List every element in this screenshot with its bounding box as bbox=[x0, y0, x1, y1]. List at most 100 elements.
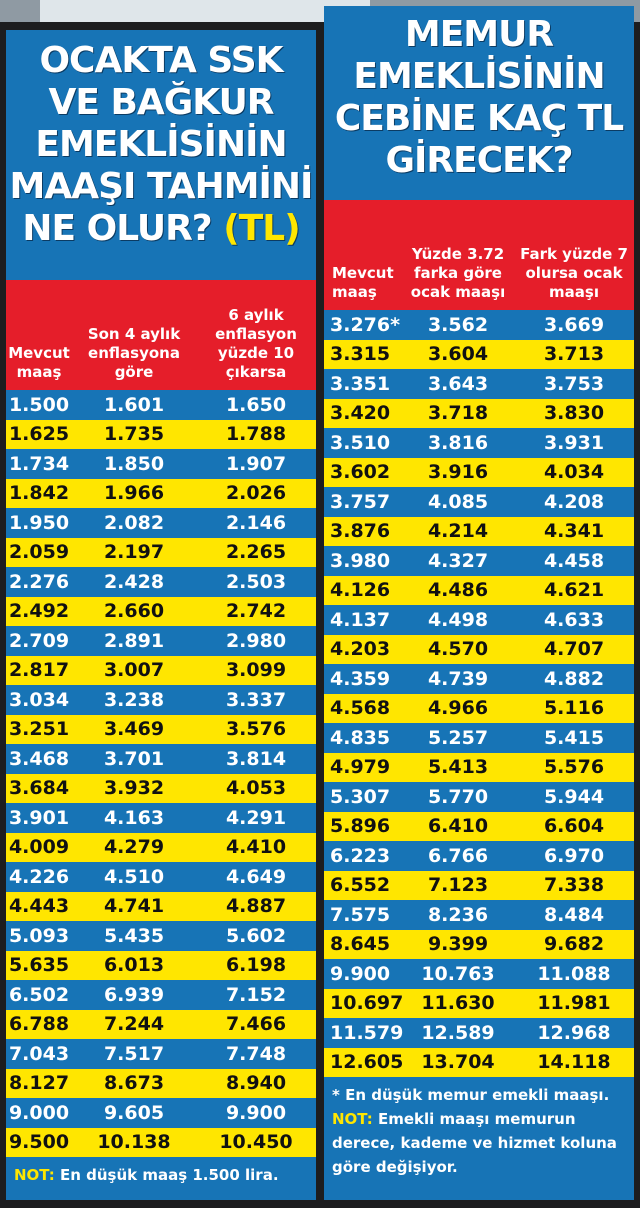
right-note: * En düşük memur emekli maaşı. NOT: Emek… bbox=[324, 1077, 634, 1185]
table-row: 8.645 9.399 9.682 bbox=[324, 929, 634, 959]
table-row: 4.137 4.498 4.633 bbox=[324, 605, 634, 635]
table-cell: 3.468 bbox=[8, 747, 70, 770]
table-cell: 4.882 bbox=[543, 667, 605, 690]
table-cell: 7.338 bbox=[543, 874, 605, 897]
table-cell: 9.900 bbox=[330, 962, 391, 985]
table-cell: 4.649 bbox=[225, 865, 287, 888]
table-cell: 5.896 bbox=[330, 815, 391, 838]
header-current-salary: Mevcut maaş bbox=[8, 344, 70, 381]
table-cell: 4.887 bbox=[225, 895, 287, 918]
table-cell: 4.510 bbox=[103, 865, 165, 888]
table-cell: 4.226 bbox=[8, 865, 70, 888]
table-cell: 4.458 bbox=[543, 549, 605, 572]
table-row: 9.500 10.138 10.450 bbox=[6, 1127, 316, 1157]
table-cell: 8.127 bbox=[8, 1072, 70, 1095]
table-cell: 3.932 bbox=[103, 777, 165, 800]
table-row: 1.842 1.966 2.026 bbox=[6, 478, 316, 508]
table-row: 5.635 6.013 6.198 bbox=[6, 950, 316, 980]
table-cell: 3.099 bbox=[225, 659, 287, 682]
header-4-month-inflation: Son 4 aylık enflasyona göre bbox=[87, 325, 181, 381]
table-row: 4.126 4.486 4.621 bbox=[324, 575, 634, 605]
table-cell: 9.900 bbox=[225, 1101, 287, 1124]
table-cell: 2.492 bbox=[8, 600, 70, 623]
table-cell: 5.257 bbox=[427, 726, 489, 749]
table-cell: 4.835 bbox=[330, 726, 391, 749]
table-row: 3.684 3.932 4.053 bbox=[6, 773, 316, 803]
table-cell: 4.410 bbox=[225, 836, 287, 859]
right-title-line: CEBİNE KAÇ TL bbox=[334, 98, 624, 139]
left-title-line: OCAKTA SSK bbox=[39, 40, 283, 81]
table-cell: 4.707 bbox=[543, 638, 605, 661]
table-cell: 1.966 bbox=[103, 482, 165, 505]
table-cell: 3.713 bbox=[543, 343, 605, 366]
table-row: 2.276 2.428 2.503 bbox=[6, 567, 316, 597]
header-6-month-inflation: 6 aylık enflasyon yüzde 10 çıkarsa bbox=[215, 306, 297, 381]
table-cell: 5.413 bbox=[427, 756, 489, 779]
table-cell: 7.123 bbox=[427, 874, 489, 897]
table-row: 1.734 1.850 1.907 bbox=[6, 449, 316, 479]
table-cell: 3.931 bbox=[543, 431, 605, 454]
table-cell: 3.701 bbox=[103, 747, 165, 770]
table-cell: 3.315 bbox=[330, 343, 391, 366]
table-cell: 9.682 bbox=[543, 933, 605, 956]
table-cell: 2.082 bbox=[103, 511, 165, 534]
table-cell: 5.307 bbox=[330, 785, 391, 808]
table-cell: 3.718 bbox=[427, 402, 489, 425]
left-title-line: VE BAĞKUR bbox=[48, 82, 274, 123]
table-row: 2.709 2.891 2.980 bbox=[6, 626, 316, 656]
table-cell: 1.650 bbox=[225, 393, 287, 416]
table-cell: 3.510 bbox=[330, 431, 391, 454]
table-cell: 12.589 bbox=[421, 1021, 495, 1044]
tl-unit-label: (TL) bbox=[223, 208, 300, 249]
table-cell: 4.327 bbox=[427, 549, 489, 572]
table-cell: 2.265 bbox=[225, 541, 287, 564]
table-row: 4.359 4.739 4.882 bbox=[324, 664, 634, 694]
table-cell: 3.753 bbox=[543, 372, 605, 395]
table-cell: 2.026 bbox=[225, 482, 287, 505]
table-row: 3.510 3.816 3.931 bbox=[324, 428, 634, 458]
table-cell: 4.009 bbox=[8, 836, 70, 859]
table-cell: 4.341 bbox=[543, 520, 605, 543]
table-cell: 3.830 bbox=[543, 402, 605, 425]
table-cell: 3.604 bbox=[427, 343, 489, 366]
table-cell: 3.576 bbox=[225, 718, 287, 741]
ssk-bagkur-panel: OCAKTA SSK VE BAĞKUR EMEKLİSİNİN MAAŞI T… bbox=[6, 30, 316, 1200]
header-3-72-percent: Yüzde 3.72 farka göre ocak maaşı bbox=[410, 245, 506, 301]
table-cell: 4.291 bbox=[225, 806, 287, 829]
table-row: 4.009 4.279 4.410 bbox=[6, 832, 316, 862]
table-cell: 4.443 bbox=[8, 895, 70, 918]
table-cell: 7.575 bbox=[330, 903, 391, 926]
table-cell: 1.734 bbox=[8, 452, 70, 475]
table-cell: 1.735 bbox=[103, 423, 165, 446]
table-cell: 5.770 bbox=[427, 785, 489, 808]
table-row: 9.900 10.763 11.088 bbox=[324, 959, 634, 989]
table-row: 3.351 3.643 3.753 bbox=[324, 369, 634, 399]
table-row: 7.575 8.236 8.484 bbox=[324, 900, 634, 930]
table-cell: 2.891 bbox=[103, 629, 165, 652]
header-current-salary: Mevcut maaş bbox=[332, 264, 394, 301]
table-cell: 3.814 bbox=[225, 747, 287, 770]
table-cell: 5.635 bbox=[8, 954, 70, 977]
note-text: Emekli maaşı memurun derece, kademe ve h… bbox=[332, 1110, 617, 1176]
table-cell: 6.198 bbox=[225, 954, 287, 977]
table-cell: 4.214 bbox=[427, 520, 489, 543]
table-cell: 3.684 bbox=[8, 777, 70, 800]
table-cell: 6.766 bbox=[427, 844, 489, 867]
left-title-text: NE OLUR? bbox=[22, 208, 212, 249]
table-row: 5.896 6.410 6.604 bbox=[324, 811, 634, 841]
left-title-line: MAAŞI TAHMİNİ bbox=[9, 166, 314, 207]
table-cell: 6.552 bbox=[330, 874, 391, 897]
table-cell: 5.116 bbox=[543, 697, 605, 720]
left-title-line: NE OLUR? (TL) bbox=[6, 208, 316, 250]
table-row: 3.876 4.214 4.341 bbox=[324, 516, 634, 546]
table-cell: 3.007 bbox=[103, 659, 165, 682]
table-cell: 1.601 bbox=[103, 393, 165, 416]
table-cell: 8.236 bbox=[427, 903, 489, 926]
table-cell: 14.118 bbox=[537, 1051, 611, 1074]
table-cell: 3.276* bbox=[330, 313, 401, 336]
table-row: 3.420 3.718 3.830 bbox=[324, 398, 634, 428]
table-row: 2.817 3.007 3.099 bbox=[6, 655, 316, 685]
table-row: 3.901 4.163 4.291 bbox=[6, 803, 316, 833]
note-label: NOT: bbox=[14, 1166, 55, 1184]
table-cell: 3.602 bbox=[330, 461, 391, 484]
